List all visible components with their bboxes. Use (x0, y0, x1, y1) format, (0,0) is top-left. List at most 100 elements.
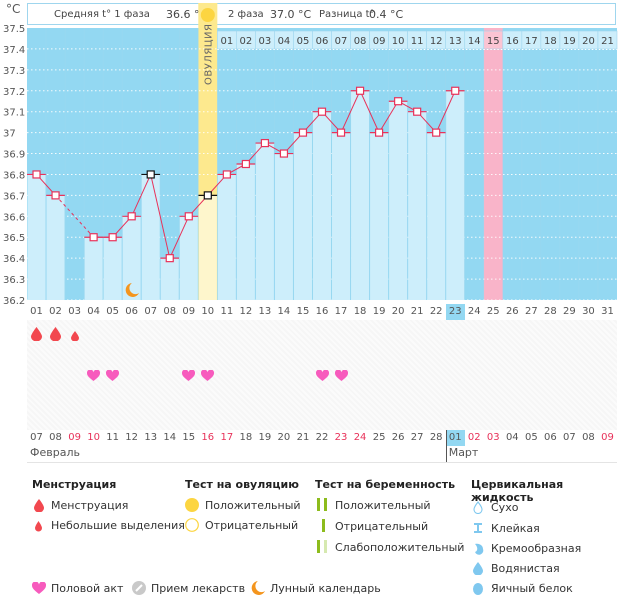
temperature-point (279, 149, 289, 158)
calendar-date[interactable]: 06 (544, 432, 557, 443)
x-tick-label[interactable]: 01 (30, 306, 43, 317)
faint-line-icon (317, 540, 327, 553)
x-tick-label[interactable]: 20 (391, 306, 405, 317)
x-tick-label[interactable]: 24 (467, 306, 481, 317)
phase-day-label: 14 (468, 36, 481, 47)
x-tick-label[interactable]: 27 (524, 306, 538, 317)
calendar-date[interactable]: 05 (524, 432, 538, 443)
x-tick-label[interactable]: 03 (68, 306, 81, 317)
calendar-date[interactable]: 04 (505, 432, 519, 443)
intercourse-heart-icon[interactable] (106, 370, 120, 381)
temperature-bar (27, 174, 46, 300)
x-tick-label[interactable]: 26 (505, 306, 519, 317)
phase-day-label: 06 (316, 36, 329, 47)
x-tick-label[interactable]: 09 (182, 306, 196, 317)
legend-label: Водянистая (491, 562, 560, 575)
menstruation-drop-icon[interactable] (31, 327, 43, 341)
temperature-bar (293, 132, 312, 300)
x-tick-label[interactable]: 16 (315, 306, 329, 317)
calendar-date[interactable]: 02 (467, 432, 481, 443)
calendar-date[interactable]: 17 (220, 432, 234, 443)
negative-test-icon (185, 518, 199, 532)
calendar-date[interactable]: 16 (201, 432, 215, 443)
calendar-date[interactable]: 20 (277, 432, 291, 443)
x-tick-label[interactable]: 17 (334, 306, 348, 317)
calendar-date[interactable]: 11 (106, 432, 119, 443)
calendar-date[interactable]: 28 (429, 432, 443, 443)
x-tick-label[interactable]: 05 (106, 306, 119, 317)
dry-icon (473, 501, 483, 514)
intercourse-heart-icon[interactable] (315, 370, 329, 381)
x-tick-label[interactable]: 19 (372, 306, 386, 317)
phase-day-label: 13 (449, 36, 462, 47)
calendar-date[interactable]: 24 (353, 432, 367, 443)
x-tick-label[interactable]: 25 (486, 306, 500, 317)
x-tick-label[interactable]: 07 (144, 306, 158, 317)
calendar-date[interactable]: 14 (163, 432, 177, 443)
temperature-point (108, 233, 117, 242)
spotting-drop-icon[interactable] (70, 331, 79, 341)
x-tick-label[interactable]: 29 (563, 306, 576, 317)
x-tick-label[interactable]: 28 (544, 306, 557, 317)
calendar-date[interactable]: 22 (315, 432, 329, 443)
calendar-date[interactable]: 09 (601, 432, 614, 443)
temperature-bar (274, 153, 293, 300)
calendar-date[interactable]: 21 (296, 432, 310, 443)
calendar-date[interactable]: 27 (410, 432, 424, 443)
x-tick-label[interactable]: 15 (296, 306, 310, 317)
x-tick-label[interactable]: 30 (582, 306, 595, 317)
phase-day-label: 19 (563, 36, 576, 47)
temperature-bar (103, 237, 122, 300)
x-tick-label-today[interactable]: 23 (445, 304, 465, 320)
calendar-date[interactable]: 09 (68, 432, 81, 443)
calendar-date[interactable]: 12 (125, 432, 139, 443)
intercourse-heart-icon[interactable] (182, 370, 196, 381)
phase-day-label: 17 (525, 36, 538, 47)
y-tick-label: 37.3 (3, 66, 25, 77)
phase-day-label: 03 (259, 36, 272, 47)
calendar-date[interactable]: 08 (582, 432, 595, 443)
x-tick-label[interactable]: 04 (87, 306, 100, 317)
x-tick-label[interactable]: 11 (220, 306, 234, 317)
calendar-date[interactable]: 03 (486, 432, 500, 443)
intercourse-heart-icon[interactable] (334, 370, 348, 381)
calendar-date[interactable]: 13 (144, 432, 158, 443)
intercourse-heart-icon[interactable] (87, 370, 101, 381)
phase2-label: 2 фаза (228, 9, 264, 20)
x-tick-label[interactable]: 10 (201, 306, 215, 317)
x-tick-label[interactable]: 18 (353, 306, 367, 317)
x-tick-label[interactable]: 31 (601, 306, 614, 317)
x-tick-label[interactable]: 22 (429, 306, 443, 317)
x-tick-label[interactable]: 02 (49, 306, 62, 317)
calendar-date[interactable]: 26 (391, 432, 405, 443)
y-tick-label: 36.5 (3, 233, 25, 244)
calendar-date[interactable]: 23 (334, 432, 348, 443)
temperature-line-segment (435, 90, 456, 133)
calendar-date[interactable]: 07 (30, 432, 43, 443)
calendar-date[interactable]: 01 (445, 430, 465, 446)
legend-label: Прием лекарств (151, 582, 246, 595)
calendar-date[interactable]: 15 (182, 432, 196, 443)
x-tick-label[interactable]: 21 (410, 306, 424, 317)
legend-cervical-fluid: Цервикальная жидкость Сухо Клейкая Кремо… (471, 478, 626, 595)
x-tick-label[interactable]: 06 (125, 306, 139, 317)
x-tick-label[interactable]: 12 (239, 306, 253, 317)
one-line-icon (322, 519, 325, 532)
phase-day-label: 07 (335, 36, 348, 47)
calendar-date[interactable]: 08 (49, 432, 62, 443)
moon-phase-icon[interactable] (125, 283, 139, 297)
phase-day-label: 05 (297, 36, 310, 47)
x-tick-label[interactable]: 13 (258, 306, 272, 317)
x-tick-label[interactable]: 08 (163, 306, 177, 317)
calendar-date[interactable]: 18 (239, 432, 253, 443)
calendar-date[interactable]: 25 (372, 432, 386, 443)
x-tick-label[interactable]: 14 (277, 306, 291, 317)
positive-test-icon (185, 498, 199, 512)
temperature-point (355, 86, 365, 95)
calendar-date[interactable]: 10 (87, 432, 100, 443)
calendar-date[interactable]: 07 (563, 432, 576, 443)
intercourse-heart-icon[interactable] (201, 370, 215, 381)
menstruation-drop-icon[interactable] (50, 327, 62, 341)
calendar-date[interactable]: 19 (258, 432, 272, 443)
y-tick-label: 37.4 (3, 45, 25, 56)
